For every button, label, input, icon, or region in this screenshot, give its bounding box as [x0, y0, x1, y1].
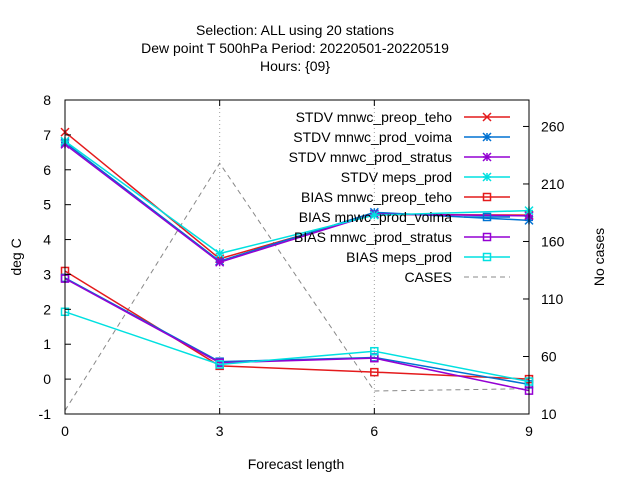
y-tick-label: 2 — [43, 301, 51, 317]
legend-entry: STDV mnwc_preop_teho — [296, 109, 510, 125]
y-axis-label: deg C — [8, 238, 24, 275]
chart-title-line-2: Dew point T 500hPa Period: 20220501-2022… — [141, 40, 449, 56]
series-line — [64, 141, 530, 263]
legend-entry: STDV mnwc_prod_voima — [293, 129, 510, 145]
legend-label: BIAS mnwc_prod_voima — [299, 209, 453, 225]
y-tick-label: 0 — [43, 371, 51, 387]
series-bias-mnwc-preop-teho — [60, 266, 534, 384]
y-tick-label: 5 — [43, 197, 51, 213]
series-layer — [60, 127, 534, 411]
y2-tick-label: 160 — [541, 233, 565, 249]
y-tick-label: 1 — [43, 336, 51, 352]
legend-label: STDV mnwc_preop_teho — [296, 109, 453, 125]
legend: STDV mnwc_preop_teho STDV mnwc_prod_voima… — [289, 109, 510, 285]
legend-entry: BIAS mnwc_prod_stratus — [294, 229, 510, 245]
x-axis-label: Forecast length — [248, 456, 345, 472]
x-tick-label: 0 — [61, 423, 69, 439]
legend-entry: CASES — [405, 269, 510, 285]
legend-marker — [482, 212, 492, 222]
y-tick-label: -1 — [39, 406, 52, 422]
series-line — [64, 270, 530, 380]
series-line — [64, 277, 530, 386]
series-line — [64, 143, 530, 264]
y2-tick-label: 10 — [541, 406, 557, 422]
y-tick-label: 8 — [43, 92, 51, 108]
ticks — [64, 99, 530, 415]
legend-entry: BIAS mnwc_prod_voima — [299, 209, 510, 225]
data-point — [370, 346, 379, 356]
series-line — [64, 140, 530, 255]
legend-marker — [482, 252, 492, 262]
data-point — [370, 367, 379, 377]
legend-label: CASES — [405, 269, 452, 285]
data-point — [215, 360, 224, 369]
chart-title-line-1: Selection: ALL using 20 stations — [196, 22, 394, 38]
tick-labels: 0 3 6 9 -1 0 1 2 3 4 5 6 7 8 10 60 110 160 210 260 — [39, 92, 565, 439]
legend-label: BIAS mnwc_prod_stratus — [294, 229, 452, 245]
legend-marker — [482, 112, 492, 122]
legend-marker — [482, 192, 492, 202]
y-tick-label: 4 — [43, 232, 51, 248]
y2-tick-label: 60 — [541, 348, 557, 364]
legend-entry: BIAS meps_prod — [346, 249, 510, 265]
series-cases — [64, 162, 530, 411]
legend-label: BIAS mnwc_preop_teho — [301, 189, 452, 205]
x-tick-label: 9 — [525, 423, 533, 439]
legend-entry: BIAS mnwc_preop_teho — [301, 189, 510, 205]
series-line — [64, 277, 530, 392]
legend-entry: STDV mnwc_prod_stratus — [289, 149, 510, 165]
series-bias-meps-prod — [60, 307, 534, 386]
chart-title-line-3: Hours: {09} — [260, 58, 330, 74]
series-line — [64, 311, 530, 383]
y-tick-label: 3 — [43, 266, 51, 282]
legend-label: STDV meps_prod — [341, 169, 452, 185]
series-bias-mnwc-prod-voima — [60, 273, 534, 389]
plot-frame — [64, 99, 530, 415]
y2-tick-label: 260 — [541, 118, 565, 134]
legend-label: BIAS meps_prod — [346, 249, 452, 265]
legend-label: STDV mnwc_prod_stratus — [289, 149, 452, 165]
y2-tick-label: 110 — [541, 291, 564, 307]
y-tick-label: 6 — [43, 162, 51, 178]
legend-label: STDV mnwc_prod_voima — [293, 129, 452, 145]
y2-tick-label: 210 — [541, 176, 565, 192]
y2-axis-label: No cases — [591, 228, 607, 286]
y-tick-label: 7 — [43, 127, 51, 143]
legend-entry: STDV meps_prod — [341, 169, 510, 185]
x-tick-label: 6 — [370, 423, 378, 439]
series-line — [64, 162, 530, 411]
legend-marker — [482, 232, 492, 242]
x-tick-label: 3 — [216, 423, 224, 439]
